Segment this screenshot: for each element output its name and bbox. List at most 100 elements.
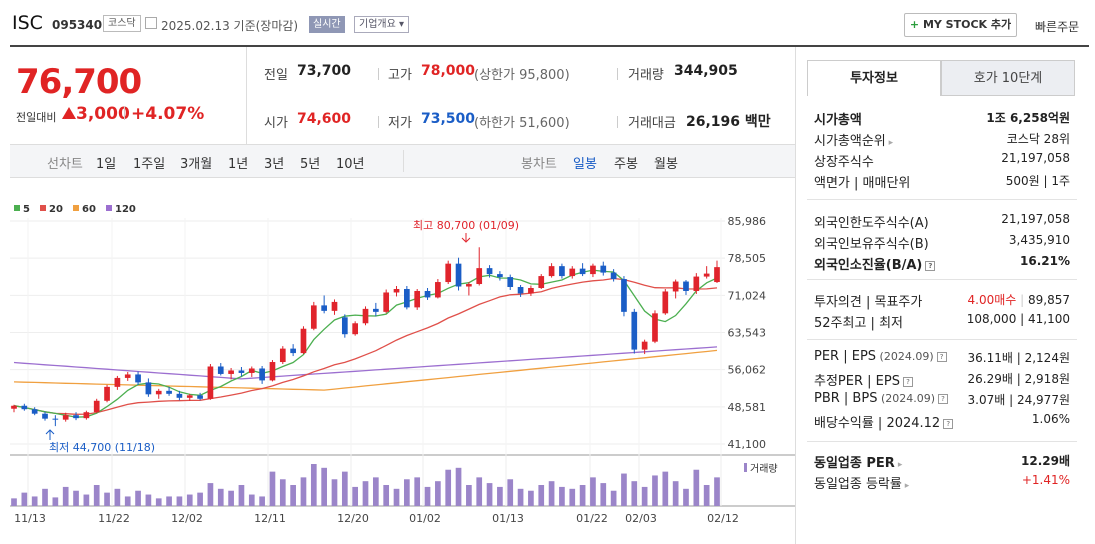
info-row: 외국인소진율(B/A)? 16.21%	[814, 254, 1070, 273]
info-row-label: 동일업종 PER ▸	[814, 452, 902, 471]
volume-bar	[176, 496, 183, 506]
volume-bar	[610, 490, 617, 506]
candle-body	[42, 413, 48, 419]
candle-body	[290, 348, 296, 354]
info-row: 액면가 | 매매단위 500원 | 1주	[814, 172, 1070, 191]
candle-body	[217, 366, 224, 374]
info-row: 외국인보유주식수(B) 3,435,910	[814, 233, 1070, 252]
info-row-label: 시가총액	[814, 109, 862, 128]
realtime-button[interactable]: 실시간	[309, 16, 345, 33]
info-row-value: 12.29배	[1021, 454, 1070, 468]
y-tick-label: 41,100	[728, 438, 767, 451]
candle-body	[83, 412, 90, 419]
period-10y[interactable]: 10년	[336, 157, 365, 172]
candle-body	[21, 405, 28, 410]
candle-body	[652, 313, 658, 342]
candle-body	[341, 317, 348, 335]
period-3y[interactable]: 3년	[264, 157, 285, 172]
candle-monthly[interactable]: 월봉	[654, 157, 678, 172]
ma120-line	[13, 346, 718, 380]
market-badge: 코스닥	[103, 15, 141, 32]
volume-bar	[466, 485, 472, 506]
info-label-text: 추정PER | EPS	[814, 374, 900, 389]
info-row-label: 액면가 | 매매단위	[814, 172, 910, 191]
ma20-line	[13, 277, 718, 415]
change-label: 전일대비	[16, 111, 57, 124]
open-value: 74,600	[297, 111, 352, 127]
help-icon[interactable]: ?	[936, 351, 947, 362]
help-icon[interactable]: ?	[943, 418, 954, 429]
legend-swatch	[40, 205, 46, 211]
volume-bar	[248, 494, 255, 506]
candle-body	[559, 266, 565, 277]
period-3m[interactable]: 3개월	[180, 157, 213, 172]
volume-bar	[124, 496, 131, 506]
candle-body	[672, 281, 679, 292]
volume-bar	[486, 483, 493, 506]
info-row: 추정PER | EPS? 26.29배 | 2,918원	[814, 370, 1070, 389]
x-tick-label: 11/22	[98, 512, 130, 525]
volume-bar	[331, 479, 338, 506]
candle-body	[372, 308, 379, 312]
high-value: 78,000	[421, 63, 476, 79]
candle-body	[590, 265, 596, 275]
info-row: PER | EPS (2024.09)? 36.11배 | 2,124원	[814, 349, 1070, 367]
add-mystock-button[interactable]: + MY STOCK 추가	[904, 13, 1017, 37]
volume-bar	[42, 488, 48, 506]
legend-label: 120	[115, 204, 136, 215]
volume-bar	[528, 490, 534, 506]
x-tick-label: 12/11	[254, 512, 286, 525]
volume-bar	[290, 485, 296, 506]
candle-body	[197, 395, 203, 399]
quick-order-link[interactable]: 빠른주문	[1035, 20, 1080, 34]
triangle-up-icon	[62, 107, 76, 119]
legend-label: 5	[23, 204, 30, 215]
volume-bar	[538, 485, 545, 506]
tab-order-book[interactable]: 호가 10단계	[941, 60, 1075, 96]
period-1y[interactable]: 1년	[228, 157, 249, 172]
amount-value: 26,196 백만	[686, 114, 771, 130]
candle-daily[interactable]: 일봉	[573, 157, 597, 172]
chevron-right-icon: ▸	[901, 481, 910, 491]
current-price: 76,700	[16, 62, 142, 102]
tab-investment-info[interactable]: 투자정보	[807, 60, 941, 96]
target-price-value: 89,857	[1028, 293, 1070, 307]
candle-body	[548, 266, 555, 277]
candle-body	[135, 374, 141, 383]
header-divider	[10, 45, 1089, 47]
volume-bar	[145, 494, 152, 506]
divider	[124, 106, 125, 120]
y-tick-label: 48,581	[728, 401, 767, 414]
candle-body	[114, 377, 121, 387]
y-tick-label: 71,024	[728, 289, 767, 302]
price-change-pct: +4.07%	[131, 104, 205, 124]
period-5y[interactable]: 5년	[300, 157, 321, 172]
candle-body	[62, 415, 69, 420]
help-icon[interactable]: ?	[902, 376, 913, 387]
info-label-text: 배당수익률 | 2024.12	[814, 416, 941, 431]
info-label-text: 동일업종 PER	[814, 456, 895, 471]
help-icon[interactable]: ?	[938, 393, 949, 404]
info-label-text: 52주최고 | 최저	[814, 316, 903, 331]
low-label: 저가	[388, 116, 412, 131]
info-row-label: PER | EPS (2024.09)?	[814, 349, 947, 364]
candle-weekly[interactable]: 주봉	[614, 157, 638, 172]
candle-body	[207, 366, 214, 399]
candle-body	[310, 305, 317, 329]
candle-body	[579, 268, 586, 275]
info-row-label: 배당수익률 | 2024.12?	[814, 412, 954, 431]
info-sub-label: (2024.09)	[877, 392, 936, 405]
info-label-text: 외국인보유주식수(B)	[814, 237, 929, 252]
info-row-value: 26.29배 | 2,918원	[967, 372, 1070, 386]
x-tick-label: 02/12	[707, 512, 739, 525]
candle-body	[445, 263, 452, 283]
candle-body	[269, 362, 276, 381]
candle-body	[714, 267, 720, 283]
company-info-dropdown[interactable]: 기업개요 ▾	[354, 16, 410, 33]
low-annotation: 최저 44,700 (11/18)	[49, 441, 155, 454]
info-row-label: 외국인보유주식수(B)	[814, 233, 929, 252]
period-1d[interactable]: 1일	[96, 157, 117, 172]
divider	[378, 116, 379, 128]
period-1w[interactable]: 1주일	[133, 157, 166, 172]
help-icon[interactable]: ?	[925, 260, 936, 271]
